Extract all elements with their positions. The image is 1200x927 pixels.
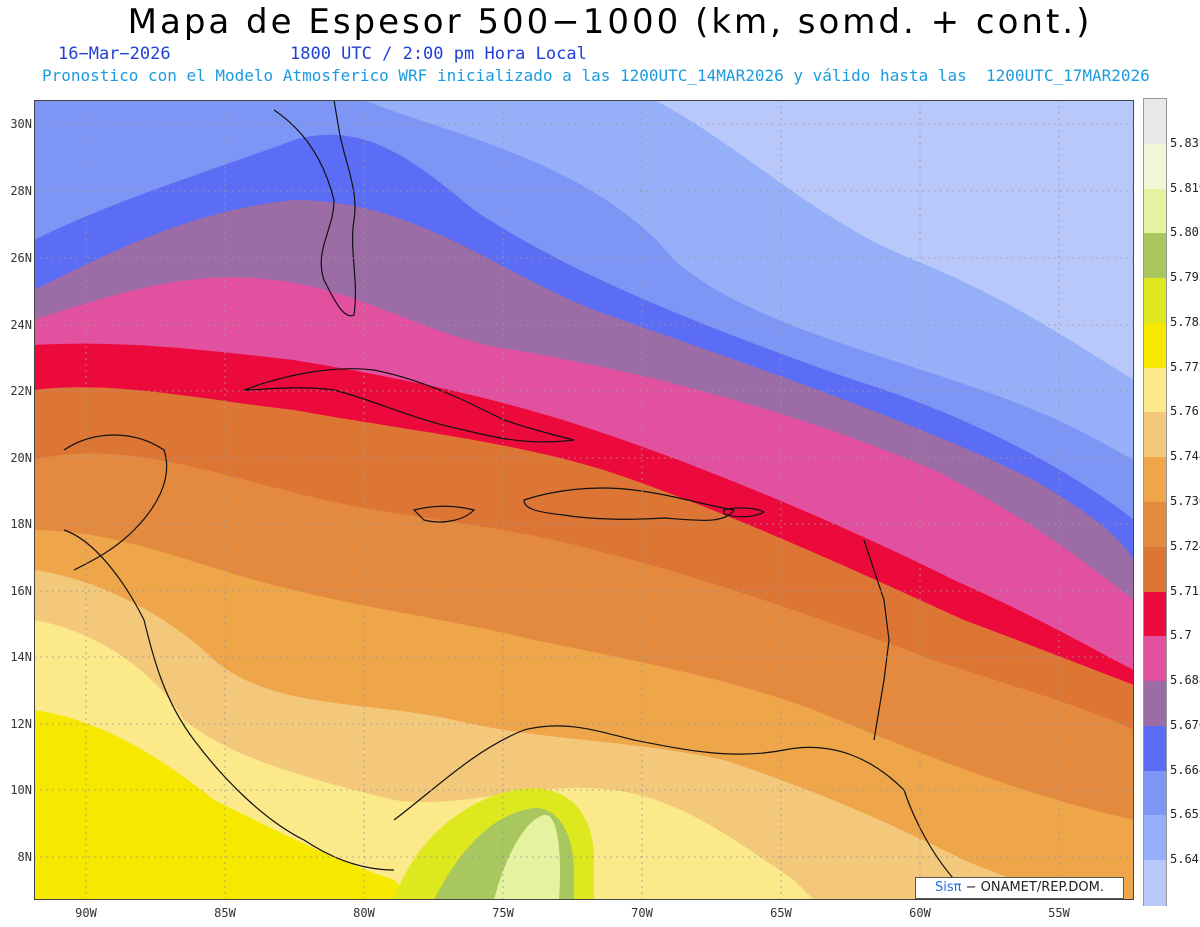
coastlines [63, 100, 965, 891]
puerto-rico-coast [723, 507, 766, 518]
map-svg [34, 100, 1134, 900]
colorbar [1143, 98, 1167, 906]
map-title: Mapa de Espesor 500−1000 (km, somd. + co… [127, 2, 1093, 42]
colorbar-label: 5.652 [1170, 807, 1200, 822]
thickness-map [34, 100, 1134, 900]
colorbar-label: 5.676 [1170, 717, 1200, 732]
colorbar-segment [1144, 636, 1166, 683]
colorbar-label: 5.748 [1170, 449, 1200, 464]
colorbar-segment [1144, 502, 1166, 548]
colorbar-label: 5.664 [1170, 762, 1200, 777]
lat-label: 10N [10, 783, 32, 797]
colorbar-segment [1144, 278, 1166, 324]
colorbar-label: 5.688 [1170, 673, 1200, 688]
colorbar-label: 5.712 [1170, 583, 1200, 598]
lon-label: 85W [214, 906, 236, 920]
colorbar-segment [1144, 860, 1166, 906]
lesser-antilles [863, 539, 890, 741]
brand-label: Sisπ [934, 880, 962, 895]
lat-label: 12N [10, 717, 32, 731]
colorbar-segment [1144, 367, 1166, 414]
colorbar-label: 5.819 [1170, 180, 1200, 195]
colorbar-segment [1144, 143, 1166, 190]
south-america-coast [393, 725, 965, 891]
lon-label: 75W [492, 906, 514, 920]
lon-label: 55W [1048, 906, 1070, 920]
jamaica-coast [412, 505, 476, 523]
map-frame [34, 100, 1134, 900]
cuba-coast [243, 368, 575, 443]
band-5796 [34, 710, 414, 900]
colorbar-segment [1144, 233, 1166, 280]
colorbar-segment [1144, 322, 1166, 369]
colorbar-segment [1144, 412, 1166, 459]
lon-label: 60W [909, 906, 931, 920]
credit-text: − ONAMET/REP.DOM. [965, 880, 1105, 895]
hispaniola-coast [523, 487, 736, 522]
lon-label: 70W [631, 906, 653, 920]
lon-label: 90W [75, 906, 97, 920]
colorbar-label: 5.772 [1170, 359, 1200, 374]
colorbar-label: 5.795 [1170, 270, 1200, 285]
valid-date: 16−Mar−2026 [58, 44, 171, 64]
lat-label: 22N [10, 384, 32, 398]
lat-label: 18N [10, 517, 32, 531]
colorbar-segment [1144, 591, 1166, 638]
lat-label: 8N [17, 850, 32, 864]
colorbar-label: 5.76 [1170, 404, 1199, 419]
lat-label: 16N [10, 584, 32, 598]
grid-lines [34, 100, 1134, 900]
colorbar-segment [1144, 681, 1166, 727]
lat-label: 26N [10, 251, 32, 265]
colorbar-segment [1144, 99, 1166, 145]
colorbar-label: 5.807 [1170, 225, 1200, 240]
florida-coast [273, 100, 357, 317]
lon-label: 65W [770, 906, 792, 920]
colorbar-segment [1144, 188, 1166, 235]
credit-box: Sisπ − ONAMET/REP.DOM. [915, 877, 1124, 899]
valid-time: 1800 UTC / 2:00 pm Hora Local [290, 44, 587, 64]
central-america-coast [63, 529, 395, 871]
colorbar-segment [1144, 457, 1166, 503]
colorbar-segment [1144, 725, 1166, 772]
lat-label: 28N [10, 184, 32, 198]
colorbar-label: 5.724 [1170, 538, 1200, 553]
lat-label: 20N [10, 451, 32, 465]
yucatan-coast [63, 434, 168, 571]
lat-label: 14N [10, 650, 32, 664]
colorbar-label: 5.831 [1170, 135, 1200, 150]
colorbar-label: 5.7 [1170, 628, 1192, 643]
lat-label: 24N [10, 318, 32, 332]
lon-label: 80W [353, 906, 375, 920]
colorbar-segment [1144, 546, 1166, 593]
colorbar-label: 5.736 [1170, 494, 1200, 508]
colorbar-segment [1144, 815, 1166, 862]
colorbar-label: 5.64 [1170, 852, 1199, 867]
band-5832 [494, 814, 561, 900]
thickness-bands [34, 100, 1134, 900]
forecast-info: Pronostico con el Modelo Atmosferico WRF… [42, 66, 1150, 85]
colorbar-segment [1144, 770, 1166, 817]
colorbar-label: 5.783 [1170, 314, 1200, 329]
lat-label: 30N [10, 117, 32, 131]
